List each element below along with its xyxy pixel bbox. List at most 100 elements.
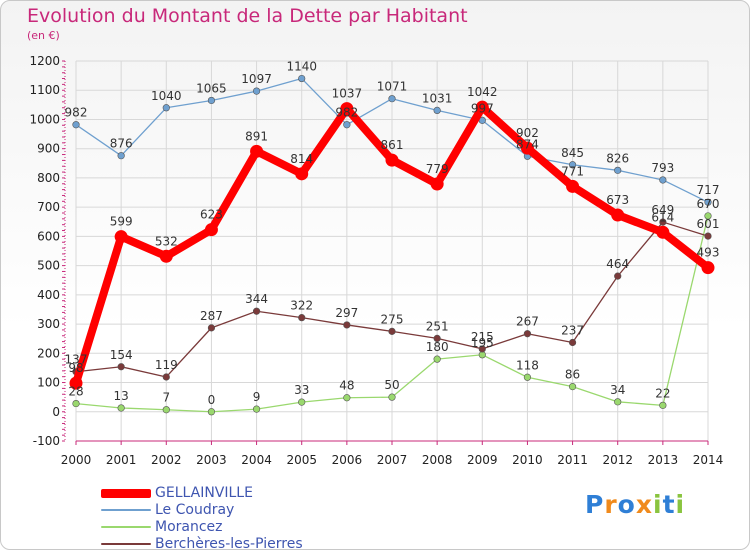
data-point	[298, 74, 306, 83]
data-point	[162, 406, 170, 414]
data-label: 9	[253, 390, 261, 404]
data-labels: 982 876 1040 1065 1097 1140 982 1071 1031 997 874 8…	[65, 60, 720, 407]
legend-item: GELLAINVILLE	[101, 485, 361, 502]
y-tick-label: 1200	[29, 54, 60, 68]
x-tick-label: 2013	[648, 453, 679, 467]
y-tick-label: 500	[37, 259, 60, 273]
data-point	[207, 324, 216, 332]
data-label: 154	[110, 348, 133, 362]
legend-label: Le Coudray	[155, 502, 235, 518]
data-label: 86	[565, 368, 580, 382]
data-point	[568, 338, 577, 347]
y-tick-label: 700	[37, 200, 60, 214]
x-tick-label: 2008	[422, 453, 453, 467]
x-tick-label: 2011	[557, 453, 588, 467]
data-label: 623	[200, 208, 223, 222]
data-point	[340, 102, 354, 116]
data-label: 845	[561, 146, 584, 160]
data-point	[250, 144, 264, 158]
data-point	[388, 393, 396, 401]
y-tick-label: 800	[37, 171, 60, 185]
data-label: 982	[65, 106, 88, 120]
y-tick-label: -100	[33, 434, 60, 448]
data-point	[114, 230, 128, 244]
line-chart: -100010020030040050060070080090010001100…	[29, 54, 723, 467]
data-label: 119	[155, 358, 178, 372]
data-label: 344	[245, 292, 268, 306]
legend-item: Le Coudray	[101, 502, 361, 519]
data-label: 34	[610, 383, 625, 397]
data-label: 297	[335, 306, 358, 320]
data-point	[659, 401, 667, 409]
data-point	[117, 363, 125, 371]
data-label: 7	[162, 391, 170, 405]
data-label: 1031	[422, 91, 453, 105]
x-tick-label: 2010	[512, 453, 543, 467]
legend-swatch	[101, 543, 151, 545]
logo-letter: i	[653, 490, 663, 519]
data-point	[611, 208, 625, 222]
data-point	[704, 212, 712, 220]
data-label: 1097	[241, 72, 272, 86]
data-point	[162, 373, 170, 381]
data-label: 1040	[151, 89, 182, 103]
data-point	[520, 141, 534, 155]
data-label: 48	[339, 379, 354, 393]
data-label: 814	[290, 152, 313, 166]
data-label: 902	[516, 126, 539, 140]
data-point	[659, 176, 667, 184]
x-tick-label: 2007	[377, 453, 408, 467]
data-point	[433, 355, 441, 363]
data-label: 493	[697, 246, 720, 260]
data-point	[69, 376, 83, 390]
y-tick-label: 200	[37, 346, 60, 360]
legend-label: Morancez	[155, 519, 223, 535]
data-point	[523, 373, 532, 381]
data-point	[252, 307, 261, 315]
data-point	[388, 95, 396, 103]
data-label: 137	[65, 353, 88, 367]
data-label: 275	[381, 312, 404, 326]
data-point	[614, 398, 622, 406]
data-label: 1037	[332, 87, 363, 101]
x-tick-label: 2002	[151, 453, 182, 467]
legend-item: Berchères-les-Pierres	[101, 536, 361, 550]
logo-letter: o	[617, 490, 636, 519]
legend: GELLAINVILLE Le Coudray Morancez Berchères-…	[101, 485, 361, 550]
legend-label: Berchères-les-Pierres	[155, 536, 303, 550]
axes: -100010020030040050060070080090010001100…	[29, 54, 723, 467]
data-point	[204, 223, 218, 237]
data-label: 1140	[286, 60, 317, 74]
data-label: 1071	[377, 80, 408, 94]
y-tick-label: 0	[52, 405, 60, 419]
data-label: 237	[561, 323, 584, 337]
proxiti-logo: Proxiti	[585, 490, 685, 519]
data-label: 779	[426, 162, 449, 176]
data-point	[388, 327, 396, 335]
data-label: 532	[155, 234, 178, 248]
data-point	[566, 179, 580, 193]
data-point	[430, 177, 444, 191]
data-label: 287	[200, 309, 223, 323]
data-point	[298, 398, 306, 406]
x-tick-label: 2006	[332, 453, 363, 467]
data-point	[207, 408, 216, 416]
logo-letter: r	[604, 490, 618, 519]
chart-title: Evolution du Montant de la Dette par Hab…	[27, 5, 468, 27]
data-label: 251	[426, 319, 449, 333]
data-label: 180	[426, 340, 449, 354]
data-point	[343, 121, 351, 129]
data-point	[295, 167, 309, 181]
legend-swatch	[101, 526, 151, 528]
data-label: 771	[561, 164, 584, 178]
data-point	[475, 100, 489, 114]
data-label: 997	[471, 101, 494, 115]
data-point	[72, 399, 80, 408]
data-point	[117, 152, 125, 160]
data-label: 195	[471, 336, 494, 350]
data-label: 464	[606, 257, 629, 271]
data-point	[252, 87, 261, 95]
x-tick-label: 2009	[467, 453, 498, 467]
legend-swatch	[101, 488, 151, 498]
y-tick-label: 100	[37, 376, 60, 390]
